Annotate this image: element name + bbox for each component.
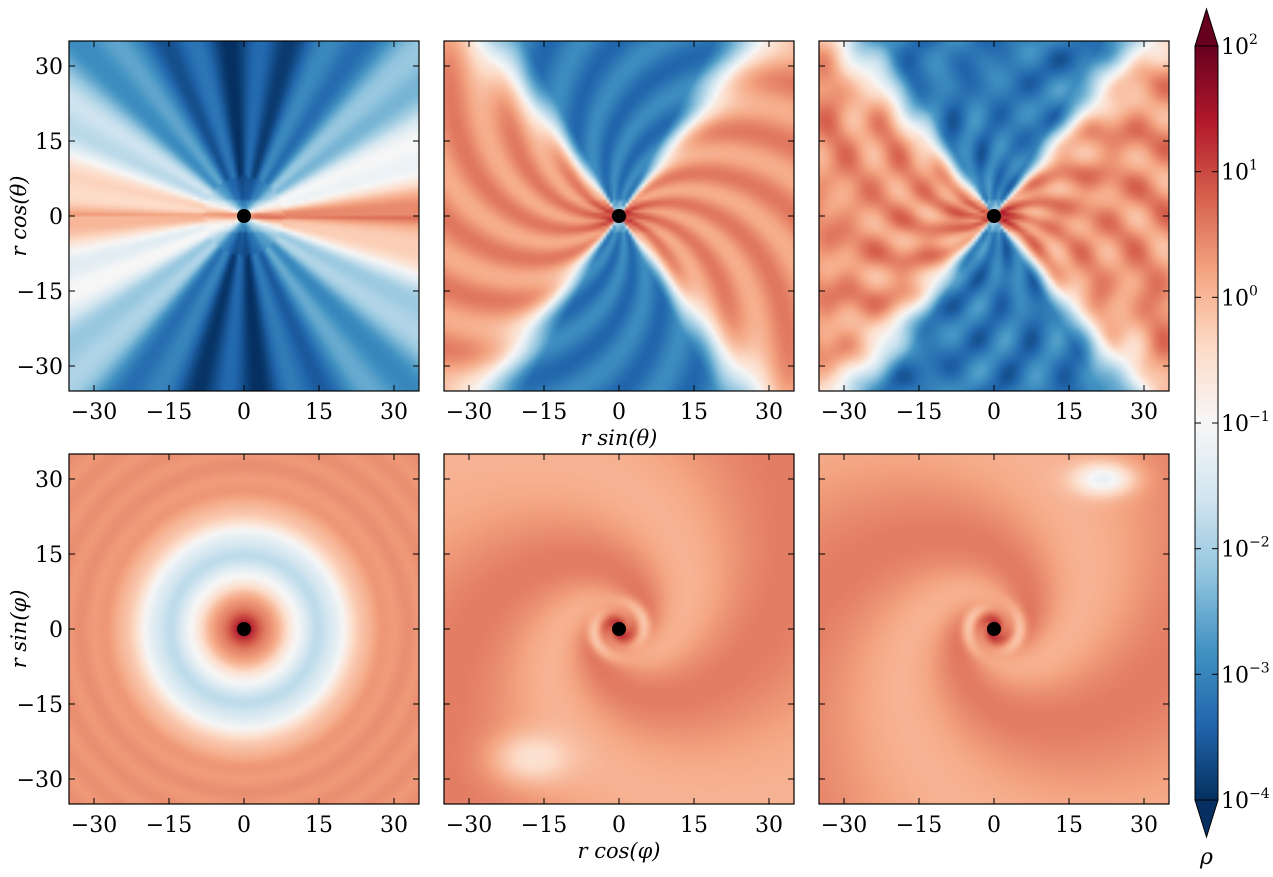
x-tick-label: 30 bbox=[1130, 400, 1158, 425]
x-tick-label: 0 bbox=[987, 813, 1001, 838]
colorbar-tick-label: 102 bbox=[1221, 32, 1258, 60]
x-tick-label: −15 bbox=[521, 400, 567, 425]
colorbar: 10−4 10−3 10−2 10−1 100 101 102 ρ bbox=[1194, 7, 1270, 870]
panel-r1c0: −30 −30 −15 −15 0 0 15 15 30 30 r sin(φ) bbox=[7, 453, 420, 838]
x-tick-label: 0 bbox=[612, 400, 626, 425]
x-tick-label: −15 bbox=[896, 400, 942, 425]
y-tick-label: −30 bbox=[17, 768, 63, 793]
central-object-marker bbox=[237, 622, 251, 636]
y-tick-label: 30 bbox=[35, 468, 63, 493]
panel-r0c2: −30 −15 0 15 30 bbox=[818, 40, 1170, 425]
colorbar-tick-label: 10−4 bbox=[1221, 786, 1270, 814]
y-tick-label: −15 bbox=[17, 280, 63, 305]
x-tick-label: 15 bbox=[680, 813, 708, 838]
x-tick-label: 0 bbox=[987, 400, 1001, 425]
central-object-marker bbox=[237, 209, 251, 223]
x-tick-label: 0 bbox=[612, 813, 626, 838]
panels: −30 −30 −15 −15 0 0 15 15 30 30 r cos(θ) −30 −15 0 15 3… bbox=[7, 40, 1170, 863]
colorbar-tick-label: 100 bbox=[1221, 283, 1258, 311]
central-object-marker bbox=[987, 622, 1001, 636]
colorbar-tick-label: 10−1 bbox=[1221, 409, 1270, 437]
x-tick-label: 30 bbox=[755, 400, 783, 425]
ticks: −30 −15 0 15 30 bbox=[444, 41, 794, 425]
x-tick-label: 30 bbox=[380, 813, 408, 838]
central-object-marker bbox=[612, 209, 626, 223]
y-tick-label: 15 bbox=[35, 130, 63, 155]
colorbar-tick-label: 10−2 bbox=[1221, 535, 1270, 563]
x-tick-label: −30 bbox=[71, 400, 117, 425]
panel-r1c2: −30 −15 0 15 30 bbox=[818, 453, 1170, 838]
central-object-marker bbox=[987, 209, 1001, 223]
colorbar-tick-label: 10−3 bbox=[1221, 660, 1270, 688]
x-axis-label: r sin(θ) bbox=[581, 426, 658, 450]
y-tick-label: −15 bbox=[17, 693, 63, 718]
colorbar-extend-max bbox=[1194, 7, 1219, 47]
ticks: −30 −15 0 15 30 bbox=[444, 454, 794, 838]
x-tick-label: 30 bbox=[1130, 813, 1158, 838]
panel-r1c1: −30 −15 0 15 30 r cos(φ) bbox=[443, 453, 795, 863]
x-tick-label: −30 bbox=[821, 400, 867, 425]
x-tick-label: −30 bbox=[71, 813, 117, 838]
x-tick-label: 15 bbox=[305, 400, 333, 425]
y-tick-label: 0 bbox=[49, 205, 63, 230]
x-tick-label: −15 bbox=[146, 813, 192, 838]
x-tick-label: −30 bbox=[446, 400, 492, 425]
x-tick-label: −15 bbox=[146, 400, 192, 425]
colorbar-extend-min bbox=[1194, 799, 1219, 839]
colorbar-tick-label: 101 bbox=[1221, 158, 1258, 186]
y-tick-label: 0 bbox=[49, 618, 63, 643]
y-tick-label: 30 bbox=[35, 55, 63, 80]
ticks: −30 −15 0 15 30 bbox=[819, 41, 1169, 425]
y-tick-label: −30 bbox=[17, 355, 63, 380]
colorbar-gradient bbox=[1195, 46, 1218, 800]
x-axis-label: r cos(φ) bbox=[578, 839, 661, 863]
panel-r0c0: −30 −30 −15 −15 0 0 15 15 30 30 r cos(θ) bbox=[7, 40, 420, 425]
ticks: −30 −30 −15 −15 0 0 15 15 30 30 bbox=[17, 454, 419, 838]
ticks: −30 −30 −15 −15 0 0 15 15 30 30 bbox=[17, 41, 419, 425]
x-tick-label: 30 bbox=[755, 813, 783, 838]
x-tick-label: 15 bbox=[680, 400, 708, 425]
central-object-marker bbox=[612, 622, 626, 636]
x-tick-label: 15 bbox=[1055, 400, 1083, 425]
x-tick-label: −30 bbox=[446, 813, 492, 838]
colorbar-label: ρ bbox=[1199, 845, 1213, 870]
y-axis-label: r cos(θ) bbox=[7, 176, 31, 257]
x-tick-label: 30 bbox=[380, 400, 408, 425]
x-tick-label: 15 bbox=[305, 813, 333, 838]
ticks: −30 −15 0 15 30 bbox=[819, 454, 1169, 838]
y-axis-label: r sin(φ) bbox=[7, 590, 31, 669]
panel-r0c1: −30 −15 0 15 30 r sin(θ) bbox=[443, 40, 795, 450]
x-tick-label: 15 bbox=[1055, 813, 1083, 838]
x-tick-label: −15 bbox=[521, 813, 567, 838]
y-tick-label: 15 bbox=[35, 543, 63, 568]
x-tick-label: −30 bbox=[821, 813, 867, 838]
x-tick-label: 0 bbox=[237, 400, 251, 425]
x-tick-label: 0 bbox=[237, 813, 251, 838]
x-tick-label: −15 bbox=[896, 813, 942, 838]
